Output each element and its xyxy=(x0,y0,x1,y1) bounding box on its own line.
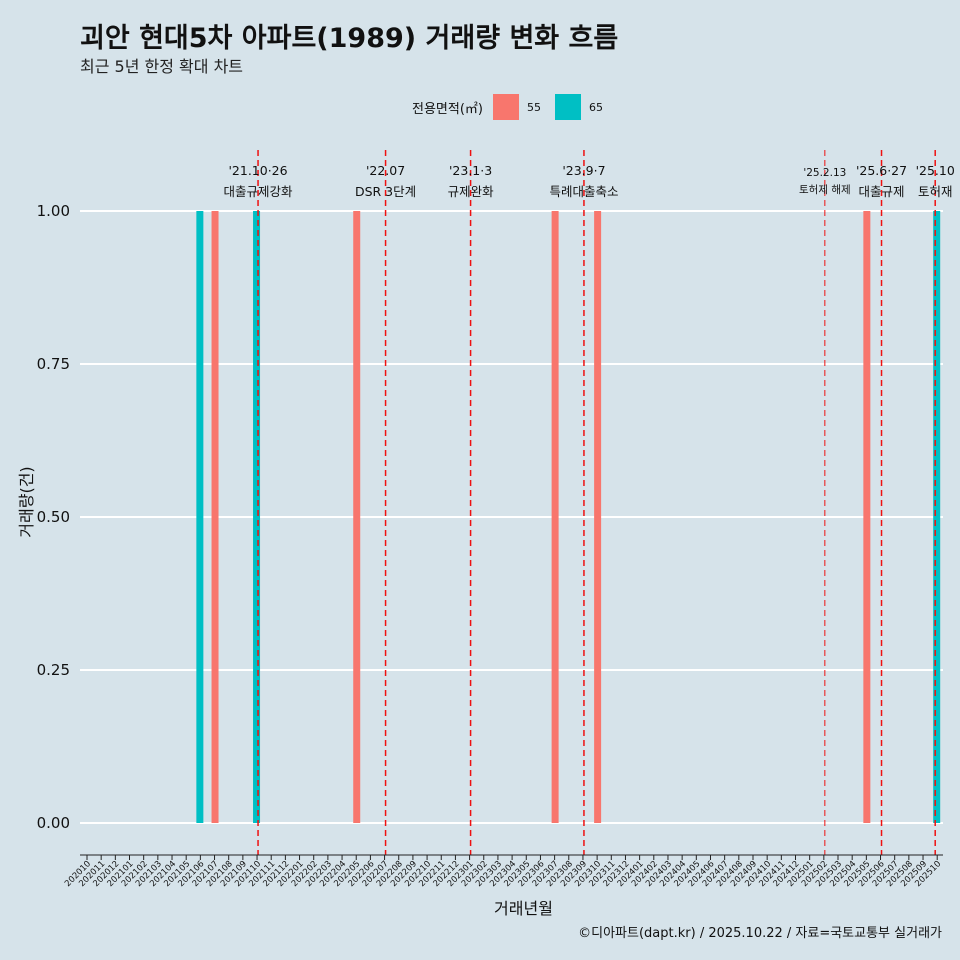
y-tick-label: 0.25 xyxy=(37,661,70,679)
bar-65-202110 xyxy=(253,211,261,823)
event-label-202506: 대출규제 xyxy=(859,184,905,199)
event-label-202207: DSR 3단계 xyxy=(355,184,416,199)
source-caption: ©디아파트(dapt.kr) / 2025.10.22 / 자료=국토교통부 실… xyxy=(578,926,942,941)
bar-55-202107 xyxy=(211,211,219,823)
event-date-202207: '22.07 xyxy=(366,163,405,178)
y-tick-label: 0.50 xyxy=(37,508,70,526)
y-axis-title: 거래량(건) xyxy=(17,466,36,537)
chart-subtitle: 최근 5년 한정 확대 차트 xyxy=(80,57,244,76)
event-label-202301: 규제완화 xyxy=(448,184,495,199)
bar-65-202510 xyxy=(933,211,941,823)
event-date-202510: '25.10 xyxy=(916,163,955,178)
event-label-202309: 특례대출축소 xyxy=(549,184,618,199)
legend-label-55: 55 xyxy=(526,100,541,114)
bar-55-202307 xyxy=(551,211,559,823)
bar-55-202205 xyxy=(353,211,361,823)
event-date-202301: '23.1·3 xyxy=(449,163,492,178)
bar-55-202505 xyxy=(863,211,871,823)
y-tick-label: 1.00 xyxy=(37,202,70,220)
y-tick-label: 0.00 xyxy=(37,814,70,832)
y-tick-label: 0.75 xyxy=(37,355,70,373)
bar-55-202310 xyxy=(594,211,602,823)
event-label-202110: 대출규제강화 xyxy=(224,184,294,199)
legend-key-55 xyxy=(492,94,519,120)
event-label-202510: 토허재 xyxy=(918,184,953,199)
event-date-202502: '25.2.13 xyxy=(803,167,846,179)
event-date-202506: '25.6·27 xyxy=(856,163,907,178)
chart-title: 괴안 현대5차 아파트(1989) 거래량 변화 흐름 xyxy=(80,23,619,54)
event-date-202309: '23.9·7 xyxy=(562,163,605,178)
legend-title: 전용면적(㎡) xyxy=(412,101,483,117)
legend-key-65 xyxy=(554,94,581,120)
event-date-202110: '21.10·26 xyxy=(228,163,287,178)
event-label-202502: 토허제 해제 xyxy=(799,183,851,196)
bar-65-202106 xyxy=(196,211,204,823)
legend: 전용면적(㎡) 55 65 xyxy=(412,92,617,122)
x-axis-title: 거래년월 xyxy=(494,899,553,918)
legend-label-65: 65 xyxy=(588,100,603,114)
